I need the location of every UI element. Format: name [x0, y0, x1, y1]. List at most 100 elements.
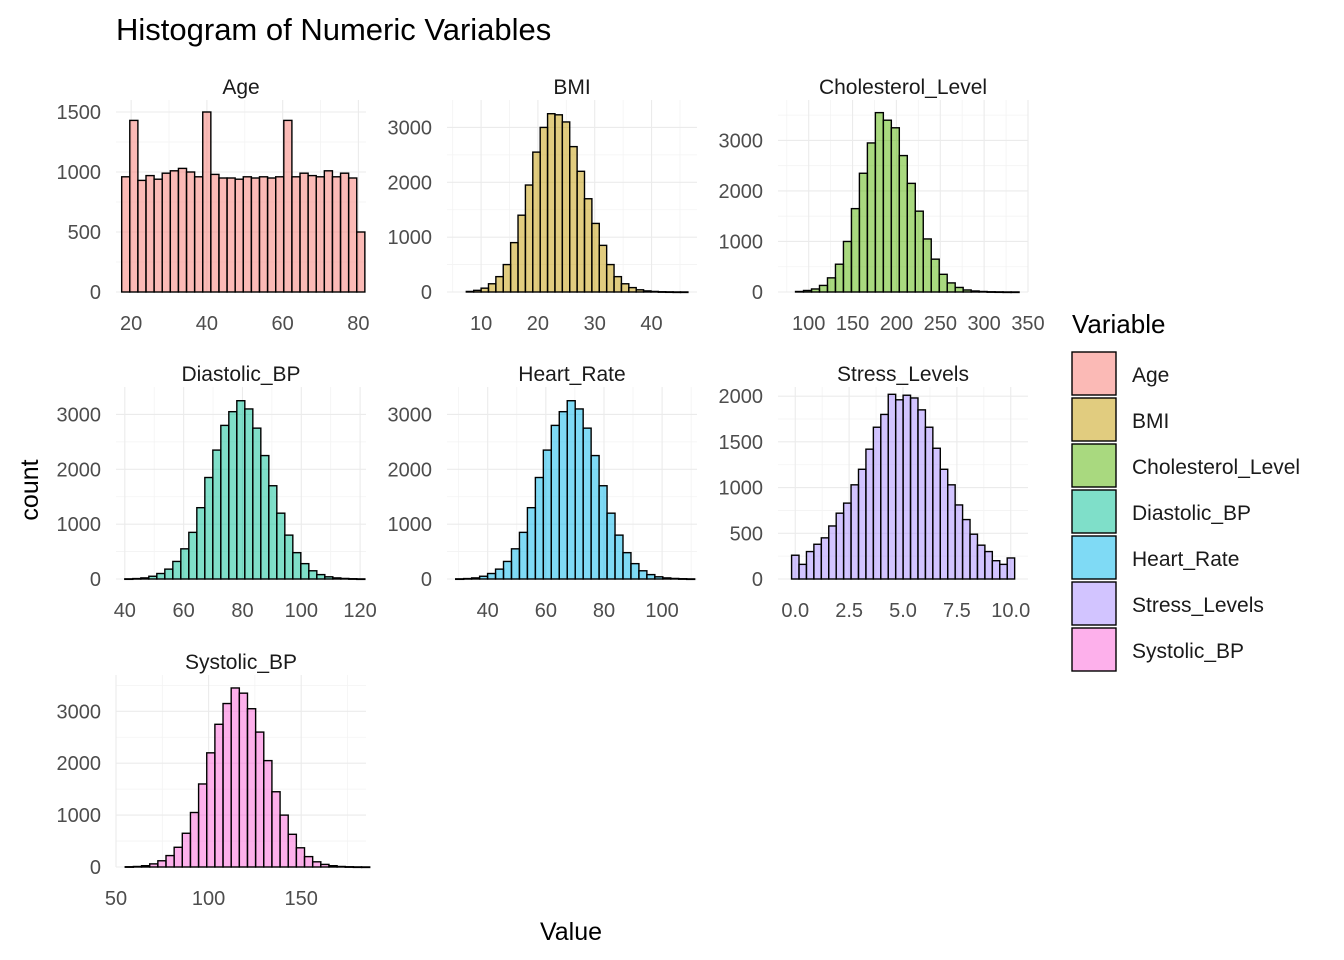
histogram-bar [210, 173, 220, 293]
facet-label-heart-rate: Heart_Rate [518, 363, 625, 386]
x-tick-label: 100 [285, 600, 318, 622]
histogram-bar [197, 783, 208, 868]
histogram-bar [842, 502, 852, 580]
histogram-bar [120, 176, 131, 293]
histogram-bar [622, 551, 632, 580]
histogram-bar [465, 290, 475, 293]
histogram-bar [569, 145, 578, 293]
histogram-bar [316, 573, 326, 580]
legend-swatch [1071, 581, 1117, 626]
facet-label-bmi: BMI [553, 76, 590, 99]
histogram-bar [356, 231, 366, 293]
histogram-bar [228, 410, 238, 580]
histogram-bar [576, 170, 586, 293]
x-axis-title: Value [540, 918, 602, 946]
x-tick-label: 60 [535, 600, 557, 622]
histogram-bar [866, 142, 877, 293]
histogram-bar [635, 289, 645, 293]
histogram-bar [486, 572, 497, 580]
x-tick-label: 100 [645, 600, 678, 622]
histogram-bar [132, 577, 142, 580]
histogram-bar [665, 291, 674, 294]
legend-label: BMI [1132, 410, 1169, 433]
histogram-bar [978, 290, 988, 293]
histogram-bar [976, 544, 986, 580]
y-tick-label: 1500 [719, 432, 764, 454]
histogram-bar [798, 563, 808, 580]
histogram-bar [802, 289, 813, 293]
histogram-bar [324, 576, 334, 580]
histogram-bar [274, 176, 285, 293]
histogram-bar [842, 240, 853, 293]
histogram-bar [598, 244, 608, 293]
histogram-bar [961, 518, 971, 580]
histogram-bar [991, 560, 1001, 580]
histogram-bar [323, 170, 334, 293]
histogram-bar [246, 708, 257, 868]
histogram-bar [857, 468, 867, 580]
histogram-bar [1010, 291, 1020, 294]
histogram-bar [962, 289, 972, 293]
histogram-bar [360, 866, 371, 869]
histogram-bar [315, 176, 326, 293]
x-tick-label: 20 [527, 313, 549, 335]
histogram-bar [790, 554, 800, 580]
histogram-bar [628, 286, 637, 293]
chart-title: Histogram of Numeric Variables [116, 12, 551, 47]
histogram-bar [299, 172, 309, 293]
y-tick-label: 3000 [388, 404, 433, 426]
histogram-bar [509, 241, 519, 293]
legend-item-cholesterol-level: Cholesterol_Level [1071, 443, 1300, 488]
histogram-bar [473, 289, 482, 293]
histogram-bar [986, 291, 996, 293]
histogram-bar [202, 111, 212, 293]
histogram-bar [254, 731, 265, 868]
histogram-bar [250, 177, 261, 293]
histogram-bar [295, 847, 306, 868]
x-tick-label: 50 [105, 888, 127, 910]
histogram-bar [606, 512, 616, 580]
histogram-bar [502, 560, 513, 580]
histogram-bar [662, 577, 672, 580]
x-tick-label: 80 [347, 313, 369, 335]
y-tick-label: 1500 [57, 102, 102, 124]
histogram-bar [153, 178, 163, 293]
legend-label: Heart_Rate [1132, 548, 1239, 571]
histogram-bar [283, 119, 293, 293]
legend-item-systolic-bp: Systolic_BP [1071, 627, 1244, 672]
y-tick-label: 3000 [719, 130, 764, 152]
histogram-bar [339, 172, 350, 293]
histogram-bar [348, 578, 358, 580]
histogram-bar [140, 577, 150, 580]
x-tick-label: 80 [593, 600, 615, 622]
histogram-bar [320, 863, 330, 868]
x-tick-label: 200 [880, 313, 913, 335]
histogram-bar [303, 855, 314, 868]
histogram-bar [924, 426, 934, 580]
histogram-bar [1006, 557, 1016, 580]
histogram-bar [590, 454, 600, 580]
histogram-bar [984, 550, 994, 580]
x-tick-label: 300 [967, 313, 1000, 335]
y-tick-label: 1000 [57, 162, 102, 184]
y-tick-label: 500 [68, 222, 101, 244]
histogram-bar [276, 512, 286, 580]
histogram-bar [954, 504, 964, 580]
histogram-bar [212, 449, 222, 580]
x-tick-label: 5.0 [889, 600, 917, 622]
legend: Variable Age BMI Cholesterol_Level Diastoli… [1071, 309, 1300, 672]
y-tick-label: 0 [752, 569, 763, 591]
x-tick-label: 250 [924, 313, 957, 335]
legend-label: Stress_Levels [1132, 594, 1264, 617]
legend-swatch [1071, 351, 1117, 396]
histogram-bar [532, 151, 541, 293]
histogram-bar [124, 866, 135, 868]
x-tick-label: 80 [231, 600, 253, 622]
x-tick-label: 100 [792, 313, 825, 335]
y-tick-label: 1000 [57, 514, 102, 536]
histogram-bar [356, 578, 366, 581]
histogram-bar [630, 562, 640, 580]
y-tick-label: 0 [90, 282, 101, 304]
y-tick-label: 2000 [388, 459, 433, 481]
histogram-bar [204, 476, 214, 580]
